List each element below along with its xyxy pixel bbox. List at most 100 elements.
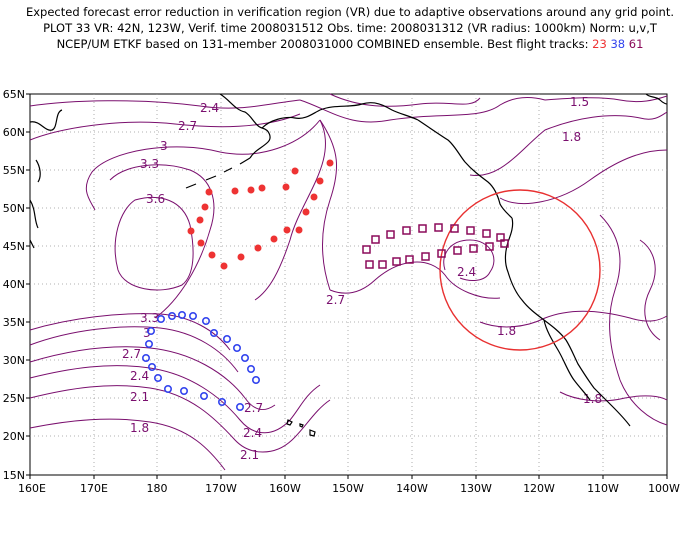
track-23-point — [197, 239, 205, 247]
track-23-point — [231, 187, 239, 195]
contour-east-2 — [599, 214, 668, 426]
contour-2-7-south — [29, 346, 276, 411]
lat-label: 50N — [3, 202, 25, 215]
contour-label: 1.8 — [562, 130, 581, 144]
track-38-point — [252, 375, 261, 384]
contour-label: 1.5 — [570, 95, 589, 109]
contour-label: 2.4 — [130, 369, 149, 383]
track-23-point — [196, 216, 204, 224]
lon-label: 170E — [80, 482, 108, 495]
contour-label: 3.6 — [146, 192, 165, 206]
track-23-point — [295, 226, 303, 234]
contour-label: 2.1 — [240, 448, 259, 462]
track-38-point — [145, 339, 154, 348]
title-line-3: NCEP/UM ETKF based on 131-member 2008031… — [0, 36, 700, 52]
contour-label: 3 — [160, 139, 168, 153]
track-38-point — [210, 328, 219, 337]
flight-track-23 — [187, 159, 334, 270]
title-line-3-prefix: NCEP/UM ETKF based on 131-member 2008031… — [56, 37, 589, 51]
latitude-labels: 65N 60N 55N 50N 45N 40N 35N 30N 25N 20N … — [3, 88, 25, 482]
contour-label: 1.8 — [497, 324, 516, 338]
track-b-label: 38 — [610, 37, 626, 51]
lon-label: 140W — [396, 482, 428, 495]
track-23-point — [237, 253, 245, 261]
lat-label: 45N — [3, 240, 25, 253]
track-61-point — [386, 230, 395, 239]
track-61-point — [482, 229, 491, 238]
lat-label: 15N — [3, 469, 25, 482]
lon-label: 120W — [523, 482, 555, 495]
track-38-point — [147, 326, 156, 335]
lon-label: 150W — [332, 482, 364, 495]
lat-label: 55N — [3, 164, 25, 177]
track-23-point — [310, 193, 318, 201]
track-61-point — [450, 224, 459, 233]
track-23-point — [254, 244, 262, 252]
track-61-point — [378, 260, 387, 269]
lat-label: 30N — [3, 354, 25, 367]
track-38-point — [202, 316, 211, 325]
contour-3-6-ring — [114, 196, 194, 291]
contour-1-5 — [544, 95, 668, 103]
track-38-point — [247, 364, 256, 373]
contour-south-west-3 — [29, 326, 239, 373]
track-61-point — [469, 244, 478, 253]
track-38-point — [168, 311, 177, 320]
track-23-point — [187, 227, 195, 235]
track-23-point — [201, 203, 209, 211]
lat-label: 25N — [3, 392, 25, 405]
contour-label: 3 — [143, 326, 151, 340]
contour-1-8-se — [559, 391, 668, 402]
track-61-point — [402, 226, 411, 235]
track-61-point — [434, 223, 443, 232]
track-23-point — [326, 159, 334, 167]
track-23-point — [258, 184, 266, 192]
track-23-point — [283, 226, 291, 234]
contour-label: 2.4 — [200, 101, 219, 115]
title-line-2: PLOT 33 VR: 42N, 123W, Verif. time 20080… — [43, 21, 657, 35]
track-23-point — [247, 186, 255, 194]
contour-label: 2.4 — [457, 265, 476, 279]
tick-marks — [26, 93, 668, 479]
lon-label: 170W — [205, 482, 237, 495]
track-61-point — [437, 249, 446, 258]
title-line-1: Expected forecast error reduction in ver… — [25, 5, 675, 19]
contour-central-west — [319, 119, 338, 291]
track-38-point — [200, 391, 209, 400]
contour-2-1-south — [29, 385, 331, 453]
contour-label: 2.7 — [244, 401, 263, 415]
lon-label: 130W — [460, 482, 492, 495]
track-23-point — [208, 251, 216, 259]
track-38-point — [236, 402, 245, 411]
longitude-labels: 160E 170E 180 170W 160W 150W 140W 130W 1… — [18, 482, 680, 495]
track-61-point — [371, 235, 380, 244]
lat-label: 35N — [3, 316, 25, 329]
coast-hawaii-2 — [299, 423, 304, 428]
contour-north-east-1 — [299, 96, 546, 123]
coast-aleutians — [185, 157, 251, 189]
coast-alaska — [219, 93, 419, 159]
track-61-point — [405, 255, 414, 264]
track-61-point — [500, 239, 509, 248]
contour-1-8-north — [469, 111, 668, 176]
track-38-point — [218, 397, 227, 406]
contour-east-3 — [639, 239, 661, 341]
track-61-point — [365, 260, 374, 269]
contour-label: 2.1 — [130, 390, 149, 404]
contour-east-wave — [499, 149, 668, 204]
track-23-point — [291, 167, 299, 175]
track-23-point — [205, 188, 213, 196]
coast-siberia — [29, 109, 63, 249]
track-61-point — [453, 246, 462, 255]
track-23-point — [282, 183, 290, 191]
contour-2-7-central — [329, 261, 501, 299]
track-38-point — [164, 384, 173, 393]
contour-label: 1.8 — [130, 421, 149, 435]
contour-2-4-south — [29, 365, 321, 434]
contour-label: 3.3 — [140, 311, 159, 325]
lon-label: 180 — [147, 482, 168, 495]
track-61-point — [466, 226, 475, 235]
contour-value-labels: 2.4 2.7 3 3.3 3.6 1.5 1.8 3.3 3 2.7 2.4 … — [122, 95, 602, 462]
track-38-point — [178, 310, 187, 319]
